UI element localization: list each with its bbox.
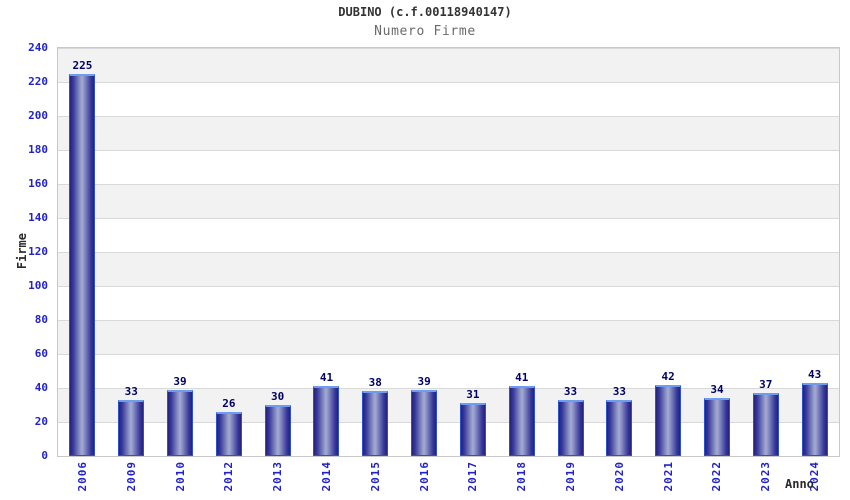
- chart-subtitle: Numero Firme: [374, 24, 476, 39]
- bar-value-label: 42: [661, 369, 675, 383]
- bar-column-2016: 39: [400, 48, 449, 456]
- bar-column-2024: 43: [790, 48, 839, 456]
- bar-2013: [264, 405, 291, 456]
- x-axis: 2006 2009 2010 2012 2013 2014 2015 2016 2017 2018…: [58, 461, 839, 492]
- bar-value-label: 41: [515, 371, 529, 385]
- bar-2012: [215, 411, 242, 456]
- bar-value-label: 31: [466, 388, 480, 402]
- y-tick-label: 180: [28, 143, 48, 156]
- bar-value-label: 26: [222, 396, 236, 410]
- x-tick-label: 2009: [124, 461, 138, 492]
- x-tick-label: 2016: [417, 461, 431, 492]
- x-tick-cell: 2018: [497, 461, 546, 492]
- bar-column-2021: 42: [644, 48, 693, 456]
- bar-column-2022: 34: [693, 48, 742, 456]
- bar-2016: [411, 389, 438, 456]
- bar-column-2018: 41: [497, 48, 546, 456]
- bar-2021: [655, 384, 682, 456]
- x-tick-label: 2010: [173, 461, 187, 492]
- y-tick-label: 20: [34, 415, 48, 428]
- bar-2018: [508, 386, 535, 456]
- y-tick-label: 60: [34, 347, 48, 360]
- x-tick-label: 2022: [710, 461, 724, 492]
- bar-2023: [752, 393, 779, 456]
- x-tick-label: 2014: [319, 461, 333, 492]
- x-tick-cell: 2019: [546, 461, 595, 492]
- bar-column-2006: 225: [58, 48, 107, 456]
- x-tick-cell: 2006: [58, 461, 107, 492]
- bar-2024: [801, 382, 828, 456]
- bar-value-label: 30: [271, 390, 285, 403]
- bar-value-label: 33: [124, 384, 138, 398]
- bar-value-label: 37: [759, 378, 773, 392]
- bar-column-2023: 37: [741, 48, 790, 456]
- bar-2014: [313, 386, 340, 456]
- bar-value-label: 39: [417, 374, 431, 388]
- x-tick-cell: 2021: [644, 461, 693, 492]
- chart-title: DUBINO (c.f.00118940147): [338, 5, 512, 19]
- bar-column-2012: 26: [204, 48, 253, 456]
- bar-2010: [167, 389, 194, 456]
- x-tick-cell: 2010: [156, 461, 205, 492]
- bar-2020: [606, 399, 633, 456]
- bar-column-2010: 39: [156, 48, 205, 456]
- y-tick-label: 240: [28, 41, 48, 54]
- bar-value-label: 33: [563, 384, 578, 398]
- y-tick-label: 40: [34, 381, 48, 394]
- y-tick-label: 0: [41, 449, 48, 462]
- bar-2019: [557, 399, 584, 456]
- bar-2015: [362, 391, 389, 456]
- bar-value-label: 43: [807, 367, 822, 381]
- bar-column-2020: 33: [595, 48, 644, 456]
- x-tick-cell: 2022: [693, 461, 742, 492]
- x-tick-cell: 2020: [595, 461, 644, 492]
- bar-2022: [703, 398, 730, 456]
- y-tick-label: 120: [28, 245, 48, 258]
- bar-2006: [69, 73, 96, 456]
- y-tick-label: 140: [28, 211, 48, 224]
- bar-column-2017: 31: [449, 48, 498, 456]
- x-tick-cell: 2013: [253, 461, 302, 492]
- x-tick-cell: 2012: [204, 461, 253, 492]
- x-tick-label: 2023: [759, 461, 773, 492]
- x-tick-label: 2015: [368, 461, 382, 492]
- bar-value-label: 39: [173, 374, 187, 388]
- x-tick-label: 2017: [466, 461, 480, 492]
- x-tick-cell: 2016: [400, 461, 449, 492]
- y-axis: 0 20 40 60 80 100 120 140 160 180 200 220 240: [0, 0, 48, 500]
- x-tick-cell: 2023: [741, 461, 790, 492]
- bar-value-label: 34: [710, 383, 724, 397]
- bar-value-label: 38: [368, 376, 382, 390]
- x-tick-label: 2019: [564, 461, 578, 492]
- x-tick-label: 2012: [222, 461, 236, 492]
- y-tick-label: 220: [28, 75, 48, 88]
- bar-value-label: 33: [612, 384, 626, 398]
- x-tick-label: 2020: [612, 461, 626, 492]
- bar-column-2009: 33: [107, 48, 156, 456]
- y-tick-label: 100: [28, 279, 48, 292]
- plot-area: 225 33 39 26 30 41 38 39 31 41 33 33 42 34 37 43: [57, 47, 840, 457]
- x-tick-label: 2006: [75, 461, 89, 492]
- x-tick-cell: 2014: [302, 461, 351, 492]
- bar-value-label: 225: [72, 58, 93, 72]
- x-tick-label: 2021: [661, 461, 675, 492]
- bar-2009: [118, 399, 145, 456]
- y-tick-label: 80: [34, 313, 48, 326]
- x-axis-label: Anno: [785, 477, 814, 491]
- x-tick-cell: 2009: [107, 461, 156, 492]
- x-tick-cell: 2015: [351, 461, 400, 492]
- x-tick-label: 2013: [271, 461, 285, 492]
- y-tick-label: 160: [28, 177, 48, 190]
- bar-column-2015: 38: [351, 48, 400, 456]
- bar-2017: [459, 403, 486, 456]
- bar-column-2013: 30: [253, 48, 302, 456]
- y-tick-label: 200: [28, 109, 48, 122]
- bar-column-2014: 41: [302, 48, 351, 456]
- bar-value-label: 41: [319, 371, 334, 385]
- bar-column-2019: 33: [546, 48, 595, 456]
- x-tick-label: 2018: [515, 461, 529, 492]
- x-tick-cell: 2017: [449, 461, 498, 492]
